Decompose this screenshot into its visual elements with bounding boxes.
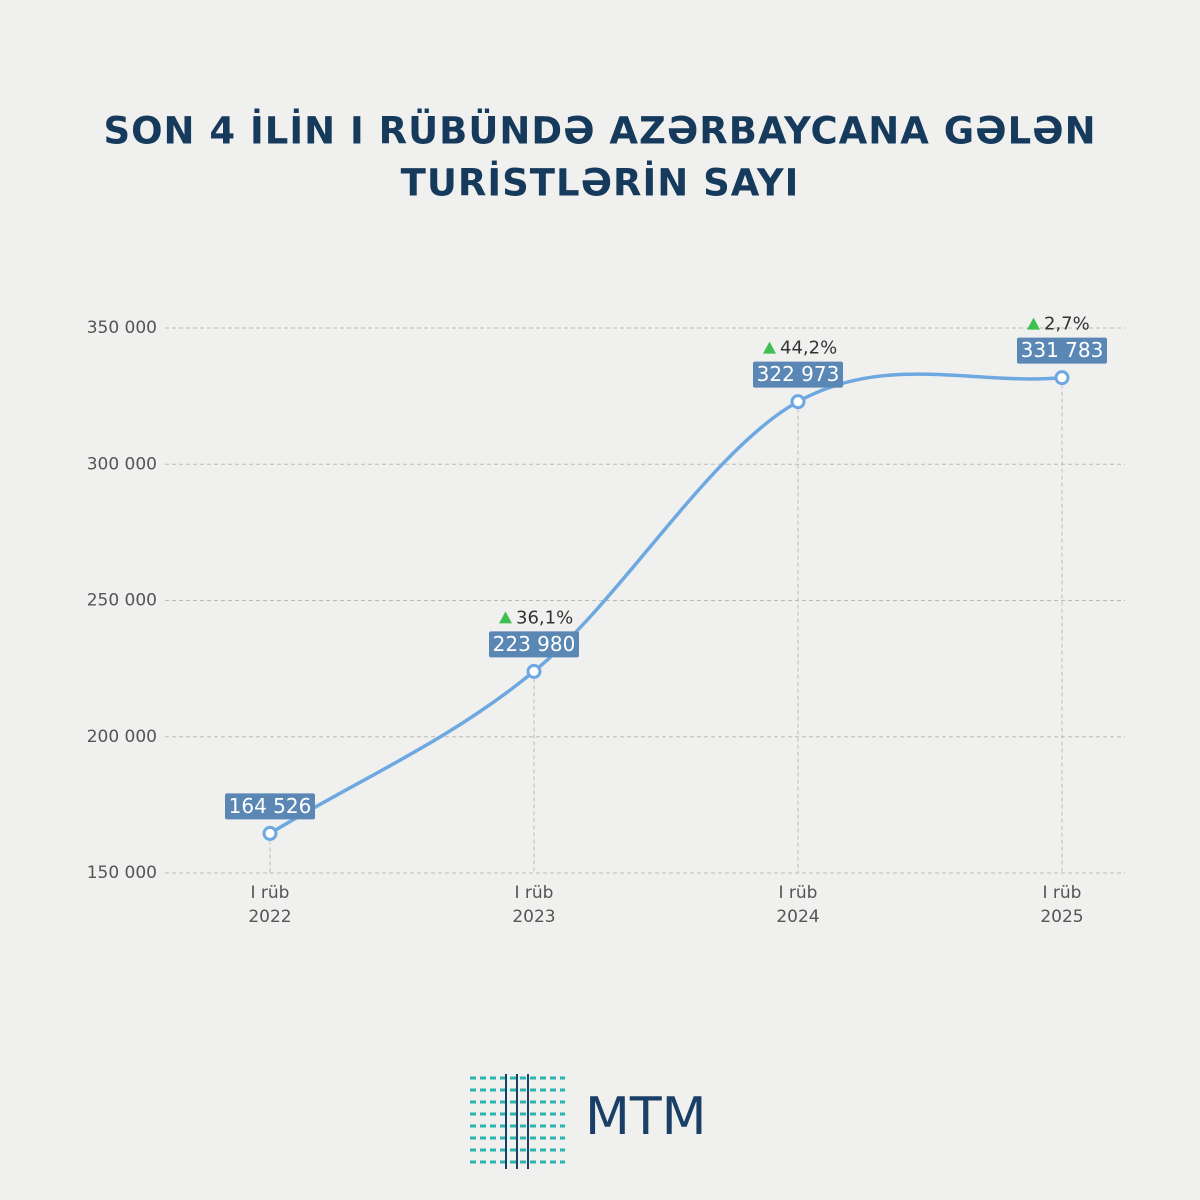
value-label: 223 980: [493, 632, 576, 656]
y-tick-label: 350 000: [87, 318, 157, 338]
x-tick-label: I rüb 2022: [248, 883, 291, 927]
growth-label: 36,1%: [516, 607, 573, 628]
point: [1054, 370, 1070, 386]
y-tick-label: 200 000: [87, 727, 157, 747]
y-tick-label: 150 000: [87, 863, 157, 883]
y-tick-label: 250 000: [87, 591, 157, 611]
value-label: 322 973: [757, 362, 840, 386]
growth-arrow: [499, 611, 512, 624]
growth-label: 2,7%: [1044, 314, 1090, 335]
value-label-bg: [1017, 337, 1107, 364]
point: [790, 394, 806, 410]
x-tick-label: I rüb 2023: [512, 883, 555, 927]
logo-text: MTM: [585, 1087, 707, 1147]
x-tick-label: I rüb 2024: [776, 883, 819, 927]
x-tick-label: I rüb 2025: [1040, 883, 1083, 927]
value-label-bg: [225, 793, 315, 820]
logo-icon: [470, 1074, 565, 1169]
growth-arrow: [763, 341, 776, 354]
point: [262, 825, 278, 841]
point: [526, 663, 542, 679]
chart-title: SON 4 İLİN I RÜBÜNDƏ AZƏRBAYCANA GƏLƏN: [103, 109, 1096, 153]
growth-arrow: [1027, 317, 1040, 330]
value-label: 331 783: [1021, 338, 1104, 362]
chart-title: TURİSTLƏRİN SAYI: [401, 161, 800, 205]
value-label-bg: [753, 361, 843, 388]
y-tick-label: 300 000: [87, 454, 157, 474]
growth-label: 44,2%: [780, 338, 837, 359]
value-label-bg: [489, 631, 579, 658]
line: [269, 372, 1063, 835]
value-label: 164 526: [229, 794, 312, 818]
